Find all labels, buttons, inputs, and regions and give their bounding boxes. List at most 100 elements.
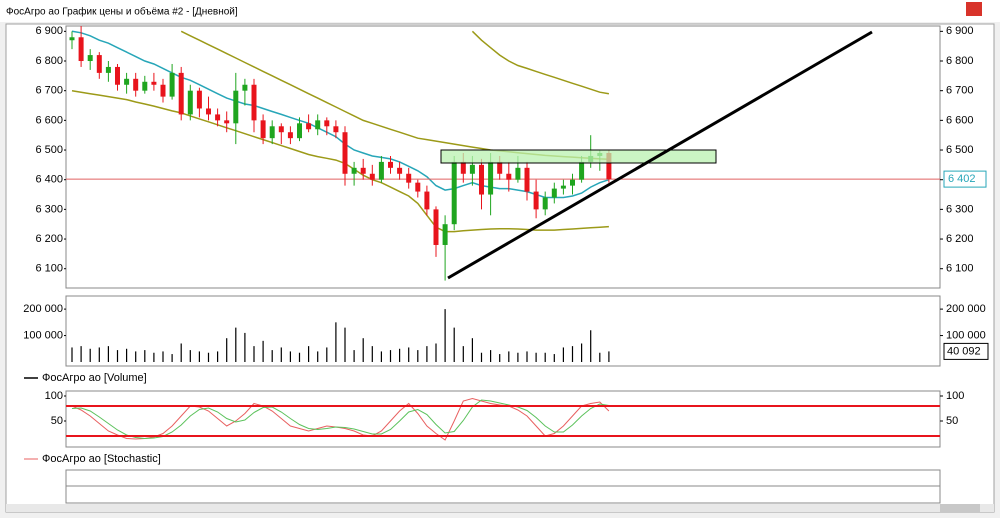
volume-bar — [544, 352, 546, 362]
trend-line[interactable] — [447, 30, 873, 280]
candle-body — [115, 66, 120, 85]
volume-bar — [608, 351, 610, 362]
volume-bar — [389, 350, 392, 362]
candle-body — [233, 90, 239, 124]
y-tick-label: 50 — [946, 415, 958, 427]
volume-bar — [135, 351, 137, 362]
candle-body — [397, 167, 403, 174]
y-tick-label: 200 000 — [946, 303, 986, 315]
candle-body — [224, 120, 230, 124]
volume-bar — [317, 351, 319, 362]
volume-bar — [490, 350, 492, 362]
y-tick-label: 100 000 — [23, 329, 63, 341]
candle-body — [78, 37, 84, 62]
window-title: ФосАгро ао График цены и объёма #2 - [Дн… — [6, 6, 238, 18]
candle-body — [570, 179, 575, 186]
volume-bar — [162, 351, 164, 362]
stochastic-legend: ФосАгро ао [Stochastic] — [42, 453, 161, 465]
candle-body — [69, 37, 75, 41]
volume-bar — [107, 346, 109, 362]
y-tick-label: 6 900 — [35, 25, 63, 37]
volume-bar — [344, 327, 346, 362]
volume-bar — [562, 347, 564, 362]
candle-body — [87, 55, 93, 62]
scrollbar-thumb[interactable] — [940, 504, 980, 512]
volume-bar — [353, 350, 355, 362]
candle-body — [151, 81, 157, 85]
drawn-rectangle[interactable] — [440, 149, 717, 164]
candle-body — [497, 161, 503, 174]
candle-body — [469, 164, 475, 174]
volume-bar — [535, 352, 537, 362]
title-bar — [0, 0, 1000, 22]
stochastic-pane — [65, 390, 941, 448]
volume-bar — [98, 347, 100, 362]
price-pane — [65, 25, 941, 289]
last-price-label: 6 402 — [948, 173, 976, 185]
candle-body — [388, 161, 393, 168]
volume-bar — [362, 338, 364, 362]
candle-body — [424, 191, 430, 210]
volume-bar — [116, 350, 119, 362]
volume-bar — [426, 346, 428, 362]
candle-body — [278, 126, 284, 133]
volume-bar — [235, 327, 237, 362]
scrollbar[interactable] — [6, 504, 994, 512]
volume-bar — [262, 340, 264, 362]
y-tick-label: 6 600 — [946, 114, 974, 126]
volume-bar — [444, 309, 446, 362]
line — [471, 30, 610, 95]
candle-body — [124, 78, 130, 85]
volume-bar — [517, 352, 519, 362]
candle-body — [360, 167, 366, 174]
volume-bar — [581, 343, 583, 362]
candle-body — [315, 120, 321, 130]
volume-bar — [271, 350, 273, 362]
y-tick-label: 6 200 — [35, 233, 63, 245]
y-tick-label: 100 — [45, 390, 63, 402]
volume-bar — [253, 346, 255, 362]
close-button[interactable] — [966, 2, 982, 16]
candle-body — [488, 161, 494, 195]
y-tick-label: 6 900 — [946, 25, 974, 37]
candle-body — [215, 114, 221, 121]
candle-body — [287, 132, 293, 139]
chart-panel — [5, 23, 995, 513]
candle-body — [324, 120, 330, 127]
candle-body — [479, 164, 484, 195]
candle-body — [333, 126, 339, 133]
candle-body — [606, 152, 612, 180]
volume-pane — [65, 295, 941, 367]
volume-bar — [89, 348, 91, 362]
y-tick-label: 6 300 — [35, 203, 63, 215]
y-tick-label: 6 800 — [946, 55, 974, 67]
volume-bar — [453, 327, 455, 362]
volume-bar — [326, 347, 328, 362]
volume-bar — [180, 343, 182, 362]
y-tick-label: 6 700 — [35, 85, 63, 97]
y-tick-label: 6 700 — [946, 85, 974, 97]
candle-body — [433, 209, 439, 245]
line — [71, 30, 610, 199]
volume-bar — [499, 354, 501, 362]
volume-bar — [80, 346, 82, 362]
volume-bar — [71, 347, 73, 362]
volume-bar — [508, 351, 510, 362]
candle-body — [297, 123, 302, 139]
candle-body — [442, 224, 448, 245]
candle-body — [560, 185, 566, 189]
y-tick-label: 100 — [946, 390, 964, 402]
candle-body — [196, 90, 202, 109]
y-tick-label: 6 500 — [35, 144, 63, 156]
volume-bar — [380, 351, 382, 362]
y-tick-label: 6 600 — [35, 114, 63, 126]
volume-bar — [435, 343, 437, 362]
candle-body — [96, 55, 102, 73]
volume-bar — [198, 351, 200, 362]
candle-body — [551, 188, 557, 198]
y-tick-label: 6 100 — [35, 263, 63, 275]
volume-bar — [571, 346, 574, 362]
candle-body — [160, 84, 166, 97]
candle-body — [579, 161, 585, 180]
candle-body — [515, 167, 521, 180]
